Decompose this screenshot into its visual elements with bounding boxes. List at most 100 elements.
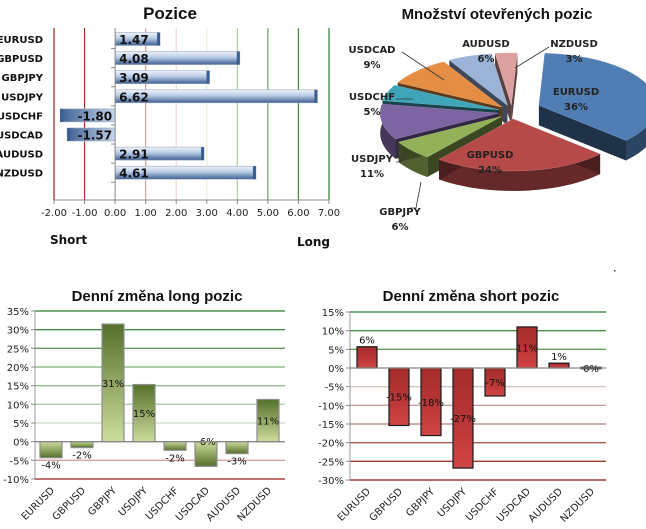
daily-short-y-tick-label: 5% [328,345,344,356]
positions-x-tick-label: -1.00 [72,208,98,219]
pie-leader-line [514,46,550,69]
pie-leader-line [401,51,445,81]
positions-value-label: 4.08 [119,52,149,66]
daily-short-value-label: 1% [551,352,567,363]
daily-short-y-tick-label: -20% [318,439,344,450]
positions-x-tick-label: 0.00 [104,208,126,219]
daily-short-y-tick-label: -10% [318,401,344,412]
pie-value-label: 9% [364,60,381,71]
daily-short-y-tick-label: 15% [322,308,344,319]
positions-bar-cap [201,147,205,161]
pie-slice [494,52,518,106]
pie-value-label: 6% [478,54,495,65]
pie-slice [398,116,502,158]
pie-label: EURUSD [553,87,599,98]
pie-label: USDCHF [349,92,395,103]
daily-short-y-tick-label: 0% [328,364,344,375]
short-label: Short [50,233,87,247]
positions-x-tick-label: 1.00 [135,208,157,219]
daily-short-x-tick-label: GBPJPY [404,486,438,520]
pie-label: AUDUSD [462,39,509,50]
daily-long-value-label: 11% [257,417,279,428]
positions-category-label: GBPUSD [0,54,43,65]
positions-value-label: 1.47 [119,33,149,47]
daily-short-y-tick-label: -30% [318,476,344,487]
daily-short-x-tick-label: NZDUSD [559,486,598,525]
positions-axes: -2.00 -1.00 0.00 1.00 2.00 3.00 4.00 5.00 6.00 7.… [0,28,340,219]
positions-x-tick-label: 2.00 [165,208,187,219]
pie-label: USDJPY [351,154,394,165]
positions-x-tick-label: 5.00 [257,208,279,219]
daily-short-x-tick-label: GBPUSD [368,486,406,524]
open-positions-pie [379,52,646,191]
pie-value-label: 11% [360,169,384,180]
positions-bars: 1.47 4.08 3.09 6.62 -1.80 -1.57 2.91 4.61 [59,32,318,181]
daily-long-y-tick-label: 15% [7,382,29,393]
daily-long-x-tick-label: NZDUSD [236,485,275,524]
daily-long-x-tick-label: GBPUSD [51,485,89,523]
daily-short-title: Denní změna short pozic [383,288,560,305]
pie-label: GBPJPY [379,207,421,218]
positions-category-label: GBPJPY [2,73,44,84]
positions-x-tick-label: 3.00 [196,208,218,219]
daily-long-value-label: -2% [72,451,91,462]
daily-long-x-tick-label: GBPJPY [86,485,120,519]
daily-long-gridlines [35,310,285,480]
open-positions-chart: Množství otevřených pozic EURUSD 36% GBPUS… [348,6,646,233]
pie-slice [538,53,646,141]
long-label: Long [297,235,330,249]
positions-category-label: USDJPY [1,92,44,103]
positions-value-label: -1.80 [78,109,113,123]
pie-slice [397,61,503,108]
daily-long-y-tick-label: 25% [7,344,29,355]
positions-value-label: 3.09 [119,71,149,85]
daily-short-y-tick-label: -5% [325,383,344,394]
pie-slice [448,53,508,107]
daily-long-y-tick-label: 10% [7,400,29,411]
pie-label: NZDUSD [550,39,598,50]
daily-short-value-label: -15% [386,393,412,404]
daily-short-x-tick-label: EURUSD [336,486,374,524]
daily-long-value-label: 31% [102,379,124,390]
positions-value-label: -1.57 [78,129,113,143]
pie-value-label: 3% [566,54,583,65]
daily-long-value-label: -3% [227,457,246,468]
daily-long-y-tick-label: 35% [7,307,29,318]
daily-short-bars: 6% -15% -18% -27% -7% 11% 1% 0% [356,326,602,469]
pie-leader-line [396,149,407,163]
pie-value-label: 24% [478,165,502,176]
daily-long-y-tick-label: 30% [7,326,29,337]
daily-long-y-tick-label: 5% [13,419,29,430]
positions-value-label: 4.61 [119,167,149,181]
positions-category-label: USDCAD [0,131,43,142]
daily-long-bar [70,441,94,449]
daily-short-y-tick-label: -15% [318,420,344,431]
positions-bar-cap [252,166,256,180]
pie-leader-line [410,181,422,209]
pie-slice [379,103,499,140]
daily-long-chart: Denní změna long pozic -4% -2% 31% 15% -2% -6… [3,288,285,524]
open-positions-labels: EURUSD 36% GBPUSD 24% GBPJPY 6% USDJPY 11% USDCH… [348,39,599,233]
daily-long-bar [39,441,63,459]
positions-bar-cap [314,89,318,103]
daily-short-value-label: -18% [418,398,444,409]
positions-x-tick-label: 4.00 [226,208,248,219]
daily-long-bar [225,441,249,455]
daily-short-value-label: 0% [583,364,599,375]
daily-short-value-label: -7% [485,378,504,389]
pie-slice [382,84,499,110]
daily-long-value-label: -6% [196,437,215,448]
daily-long-y-tick-label: -5% [10,456,29,467]
pie-slice-side [380,104,396,159]
daily-short-bar [548,362,570,369]
daily-short-value-label: 6% [359,336,375,347]
positions-title: Pozice [143,4,197,23]
daily-short-y-tick-label: 10% [322,327,344,338]
daily-long-value-label: -4% [41,461,60,472]
positions-x-tick-label: 7.00 [318,208,340,219]
positions-value-label: 6.62 [119,90,149,104]
daily-short-value-label: -27% [450,414,476,425]
pie-slice-wall [511,53,518,126]
positions-category-label: NZDUSD [0,169,43,180]
daily-long-title: Denní změna long pozic [72,288,243,305]
